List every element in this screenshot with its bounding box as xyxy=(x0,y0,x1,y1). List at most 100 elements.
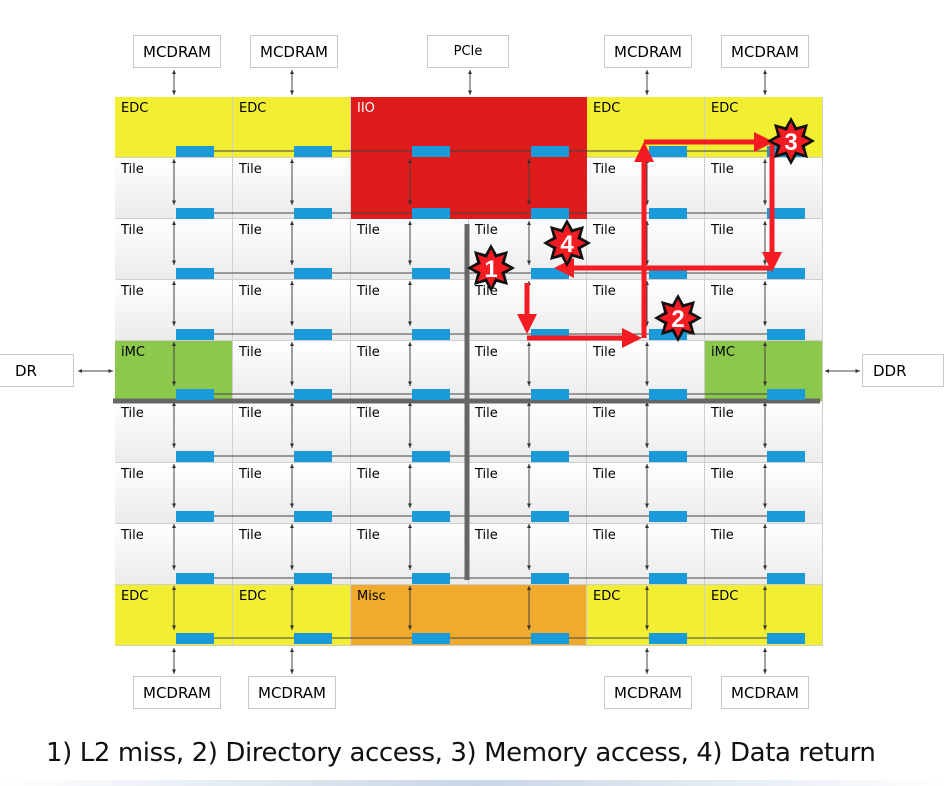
cell-label: Tile xyxy=(711,528,734,543)
caption: 1) L2 miss, 2) Directory access, 3) Memo… xyxy=(46,738,876,768)
cell-label: Tile xyxy=(239,223,262,238)
mesh-stop xyxy=(649,633,687,644)
mesh-stop xyxy=(767,268,805,279)
cell-label: Tile xyxy=(357,467,380,482)
mesh-stop xyxy=(767,389,805,400)
cell-r8-c2: Misc xyxy=(351,585,469,646)
pcie-box: PCIe xyxy=(427,35,509,68)
iio-region xyxy=(351,97,587,219)
cell-r8-c0: EDC xyxy=(115,585,233,646)
mesh-stop xyxy=(294,573,332,584)
mesh-stop xyxy=(176,633,214,644)
cell-label: Tile xyxy=(239,284,262,299)
cell-label: EDC xyxy=(239,589,267,604)
mesh-stop xyxy=(649,268,687,279)
mesh-stop xyxy=(649,329,687,340)
mesh-stop xyxy=(176,208,214,219)
step-badge-4-number: 4 xyxy=(560,231,574,258)
cell-label: Tile xyxy=(593,345,616,360)
cell-label: Tile xyxy=(593,223,616,238)
step-badge-2-fill xyxy=(659,299,697,337)
bottom-mcdram-3: MCDRAM xyxy=(604,676,692,709)
mesh-stop xyxy=(531,146,569,157)
step-badge-2-number: 2 xyxy=(671,306,684,333)
step-badge-1-fill xyxy=(472,249,510,287)
cell-label: Tile xyxy=(593,528,616,543)
mesh-stop xyxy=(531,268,569,279)
cell-label: Tile xyxy=(121,284,144,299)
mesh-stop xyxy=(531,329,569,340)
mesh-stop xyxy=(531,389,569,400)
ddr-box-right: DDR xyxy=(862,354,944,387)
cell-label: EDC xyxy=(121,589,149,604)
cell-label: Tile xyxy=(121,162,144,177)
mesh-stop xyxy=(767,511,805,522)
cell-label: Tile xyxy=(239,162,262,177)
mesh-stop xyxy=(649,511,687,522)
mesh-stop xyxy=(294,511,332,522)
cell-label: Tile xyxy=(711,162,734,177)
cell-label: Tile xyxy=(711,406,734,421)
cell-label: Tile xyxy=(357,528,380,543)
mesh-stop xyxy=(294,268,332,279)
cell-label: Tile xyxy=(357,406,380,421)
cell-label: EDC xyxy=(711,589,739,604)
cell-label: Tile xyxy=(475,406,498,421)
cell-label: Tile xyxy=(593,467,616,482)
cell-label: Tile xyxy=(475,528,498,543)
cell-label: Misc xyxy=(357,589,386,604)
mesh-stop xyxy=(531,573,569,584)
mesh-stop xyxy=(412,389,450,400)
bottom-mcdram-2: MCDRAM xyxy=(248,676,336,709)
mesh-stop xyxy=(767,573,805,584)
mesh-stop xyxy=(294,146,332,157)
top-mcdram-2: MCDRAM xyxy=(250,35,338,68)
footer-band xyxy=(0,780,950,786)
cell-label: iMC xyxy=(121,345,145,360)
mesh-stop xyxy=(412,208,450,219)
cell-label: EDC xyxy=(593,589,621,604)
cell-r8-c1: EDC xyxy=(233,585,351,646)
mesh-stop xyxy=(649,389,687,400)
mesh-stop xyxy=(412,573,450,584)
cell-label: Tile xyxy=(357,223,380,238)
cell-label: Tile xyxy=(593,284,616,299)
step-badge-3-fill xyxy=(772,122,810,160)
mesh-stop xyxy=(412,268,450,279)
cell-label: Tile xyxy=(239,406,262,421)
step-badge-4-fill xyxy=(548,224,586,262)
mesh-stop xyxy=(176,451,214,462)
mesh-stop xyxy=(294,329,332,340)
step-badge-1-number: 1 xyxy=(484,256,497,283)
cell-label: Tile xyxy=(711,223,734,238)
mesh-stop xyxy=(649,208,687,219)
mesh-stop xyxy=(531,633,569,644)
cell-r0-c1: EDC xyxy=(233,97,351,158)
mesh-stop xyxy=(531,208,569,219)
cell-label: Tile xyxy=(711,467,734,482)
cell-label: EDC xyxy=(593,101,621,116)
cell-label: Tile xyxy=(357,284,380,299)
cell-label: EDC xyxy=(239,101,267,116)
mesh-stop xyxy=(767,329,805,340)
step-badge-3-number: 3 xyxy=(784,129,797,156)
mesh-stop xyxy=(176,329,214,340)
cell-label: Tile xyxy=(711,284,734,299)
cell-label: Tile xyxy=(475,467,498,482)
top-mcdram-1: MCDRAM xyxy=(133,35,221,68)
cell-label: Tile xyxy=(475,223,498,238)
mesh-stop xyxy=(767,451,805,462)
cell-label: Tile xyxy=(593,406,616,421)
mesh-stop xyxy=(294,389,332,400)
ddr-box-left: DR xyxy=(0,354,74,387)
mesh-stop xyxy=(412,451,450,462)
mesh-stop xyxy=(412,511,450,522)
mesh-stop xyxy=(649,573,687,584)
mesh-stop xyxy=(412,329,450,340)
cell-label: Tile xyxy=(239,528,262,543)
mesh-stop xyxy=(294,451,332,462)
cell-r0-c2: IIO xyxy=(351,97,469,158)
mesh-stop xyxy=(412,146,450,157)
mesh-stop xyxy=(294,633,332,644)
